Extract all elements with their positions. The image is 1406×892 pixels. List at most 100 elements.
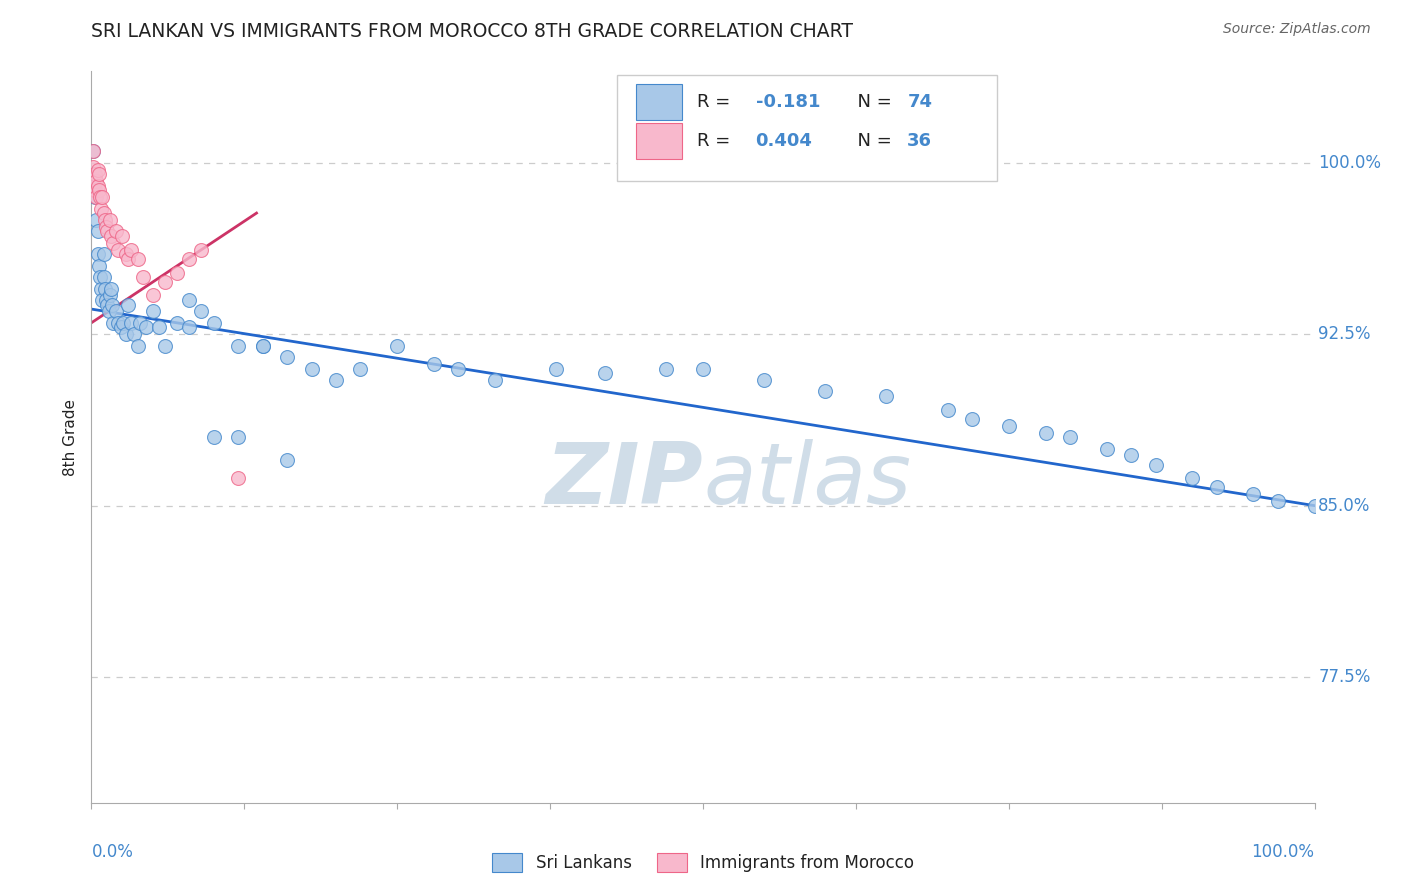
Point	[936, 402, 959, 417]
Point	[692, 361, 714, 376]
Point	[349, 361, 371, 376]
Point	[1059, 430, 1081, 444]
Text: 100.0%: 100.0%	[1319, 153, 1381, 172]
Point	[87, 167, 110, 181]
Point	[484, 373, 506, 387]
Text: atlas: atlas	[703, 440, 911, 523]
Point	[114, 247, 136, 261]
Point	[98, 288, 121, 302]
Text: SRI LANKAN VS IMMIGRANTS FROM MOROCCO 8TH GRADE CORRELATION CHART: SRI LANKAN VS IMMIGRANTS FROM MOROCCO 8T…	[91, 22, 853, 41]
Point	[129, 316, 152, 330]
Point	[91, 190, 114, 204]
Point	[97, 304, 120, 318]
Point	[179, 252, 201, 266]
Point	[875, 389, 898, 403]
Point	[101, 297, 124, 311]
Point	[82, 145, 104, 159]
Point	[83, 171, 105, 186]
Legend: Sri Lankans, Immigrants from Morocco: Sri Lankans, Immigrants from Morocco	[485, 846, 921, 879]
Point	[1243, 487, 1265, 501]
Point	[135, 320, 157, 334]
Point	[82, 161, 104, 175]
Point	[112, 316, 135, 330]
Point	[166, 265, 188, 279]
Point	[226, 338, 249, 352]
Point	[100, 281, 122, 295]
Point	[655, 361, 678, 376]
Point	[84, 213, 107, 227]
Point	[84, 167, 107, 181]
Text: R =: R =	[697, 132, 735, 150]
Point	[276, 453, 298, 467]
FancyBboxPatch shape	[636, 84, 682, 120]
Point	[103, 316, 125, 330]
Point	[89, 190, 111, 204]
Point	[120, 316, 142, 330]
Point	[132, 270, 155, 285]
Y-axis label: 8th Grade: 8th Grade	[63, 399, 79, 475]
Point	[1121, 448, 1143, 462]
Point	[96, 224, 118, 238]
Point	[84, 174, 107, 188]
Point	[546, 361, 568, 376]
Point	[82, 145, 104, 159]
Point	[104, 224, 127, 238]
Point	[226, 471, 249, 485]
Text: N =: N =	[846, 93, 897, 112]
Point	[814, 384, 837, 399]
Point	[122, 327, 145, 342]
Point	[111, 229, 134, 244]
Text: 0.0%: 0.0%	[91, 843, 134, 861]
Point	[94, 213, 117, 227]
Point	[117, 252, 139, 266]
Point	[153, 275, 176, 289]
Point	[226, 430, 249, 444]
Point	[998, 418, 1021, 433]
Point	[82, 178, 104, 193]
Text: 92.5%: 92.5%	[1319, 326, 1371, 343]
Point	[86, 178, 108, 193]
Point	[447, 361, 470, 376]
Point	[1035, 425, 1057, 440]
Point	[87, 259, 110, 273]
Point	[252, 338, 274, 352]
Point	[179, 320, 201, 334]
Point	[86, 162, 108, 177]
Point	[94, 293, 117, 307]
Text: 36: 36	[907, 132, 932, 150]
Point	[114, 327, 136, 342]
Point	[110, 320, 132, 334]
Point	[90, 281, 112, 295]
Point	[98, 213, 121, 227]
Point	[103, 235, 125, 250]
Point	[325, 373, 347, 387]
Point	[89, 270, 111, 285]
Point	[96, 297, 118, 311]
Point	[141, 304, 163, 318]
Point	[385, 338, 409, 352]
Text: 0.404: 0.404	[755, 132, 813, 150]
Point	[93, 270, 115, 285]
Point	[86, 224, 108, 238]
Point	[153, 338, 176, 352]
Text: Source: ZipAtlas.com: Source: ZipAtlas.com	[1223, 22, 1371, 37]
Point	[202, 430, 225, 444]
Point	[1303, 499, 1326, 513]
Point	[93, 206, 115, 220]
Point	[107, 316, 129, 330]
Point	[276, 350, 298, 364]
Text: 85.0%: 85.0%	[1319, 497, 1371, 515]
Point	[148, 320, 170, 334]
Point	[141, 288, 163, 302]
Point	[90, 202, 112, 216]
Point	[960, 411, 983, 425]
Point	[91, 293, 114, 307]
Point	[83, 183, 105, 197]
Point	[166, 316, 188, 330]
Point	[84, 183, 107, 197]
Point	[117, 297, 139, 311]
Text: ZIP: ZIP	[546, 440, 703, 523]
Point	[1144, 458, 1167, 472]
Point	[86, 247, 108, 261]
Point	[107, 243, 129, 257]
